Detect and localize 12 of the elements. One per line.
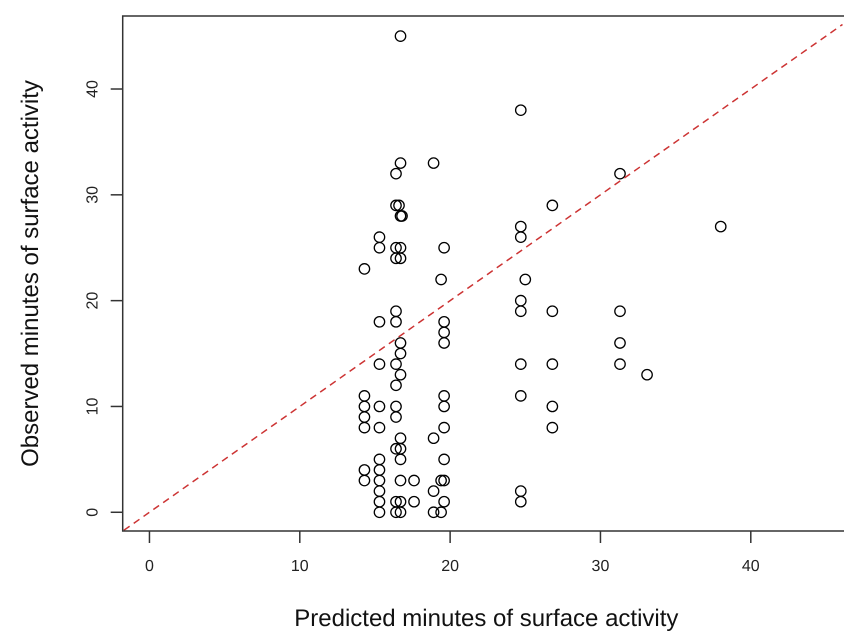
x-axis-title: Predicted minutes of surface activity xyxy=(294,605,678,632)
y-tick-label: 10 xyxy=(84,397,102,416)
y-tick-label: 40 xyxy=(84,80,102,98)
y-tick-label: 20 xyxy=(84,292,102,310)
y-axis-title: Observed minutes of surface activity xyxy=(17,80,44,467)
y-tick-label: 0 xyxy=(84,508,102,517)
x-tick-label: 30 xyxy=(592,558,610,575)
y-tick-label: 30 xyxy=(84,186,102,204)
x-tick-label: 10 xyxy=(290,558,309,575)
x-tick-label: 40 xyxy=(742,558,760,575)
x-tick-label: 20 xyxy=(441,558,460,575)
x-tick-label: 0 xyxy=(145,558,154,575)
